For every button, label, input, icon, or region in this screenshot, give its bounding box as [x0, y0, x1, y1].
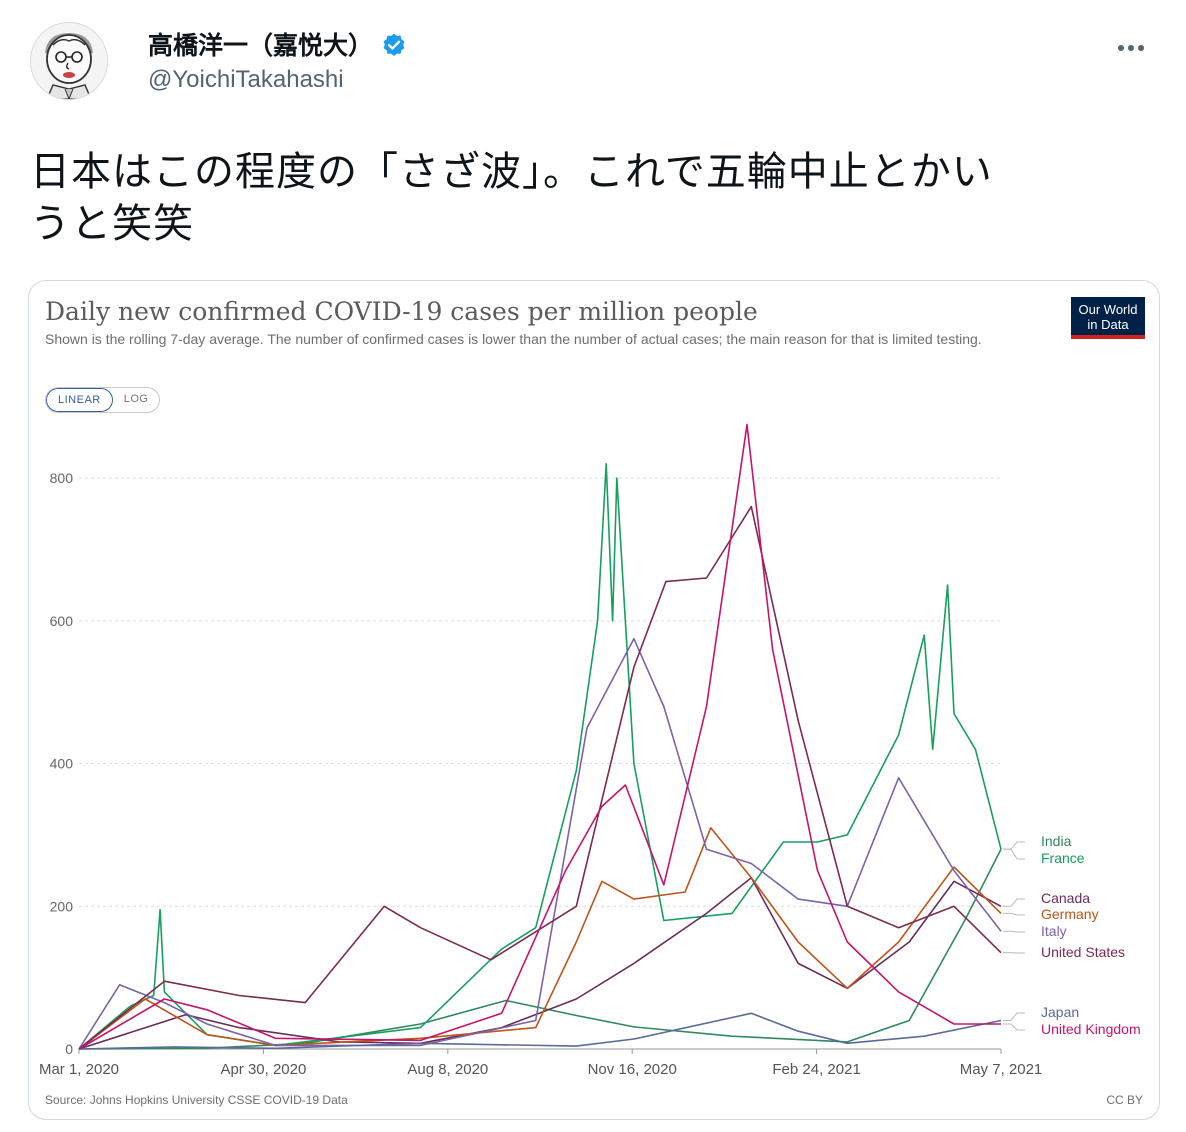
user-handle[interactable]: @YoichiTakahashi: [148, 66, 344, 93]
series-line: [78, 637, 1002, 1050]
legend-connector: [1003, 841, 1025, 850]
x-tick-label: Mar 1, 2020: [39, 1061, 119, 1078]
series-line: [78, 1012, 1002, 1050]
owid-logo: Our World in Data: [1071, 297, 1145, 339]
series-line: [78, 505, 1002, 1050]
series-line: [78, 876, 1002, 1050]
linear-toggle-button[interactable]: LINEAR: [46, 388, 113, 412]
x-tick-label: Aug 8, 2020: [407, 1061, 488, 1078]
legend-label: France: [1041, 850, 1085, 866]
series-line: [78, 423, 1001, 1050]
y-tick-label: 400: [50, 756, 74, 772]
x-tick-label: Nov 16, 2020: [588, 1061, 677, 1078]
series-line: [78, 463, 1002, 1050]
tweet-header: 高橋洋一（嘉悦大） @YoichiTakahashi: [30, 14, 1160, 114]
chart-image-card[interactable]: Daily new confirmed COVID-19 cases per m…: [28, 280, 1160, 1120]
legend-connector: [1003, 930, 1025, 933]
tweet-text-line-1: 日本はこの程度の「さざ波」。これで五輪中止とかい: [30, 149, 993, 195]
legend-label: Canada: [1041, 890, 1090, 906]
display-name[interactable]: 高橋洋一（嘉悦大）: [148, 26, 407, 62]
chart-subtitle: Shown is the rolling 7-day average. The …: [45, 331, 982, 347]
legend-label: India: [1041, 833, 1072, 849]
log-toggle-button[interactable]: LOG: [123, 393, 149, 405]
x-tick-label: May 7, 2021: [960, 1061, 1043, 1078]
legend-connector: [1003, 898, 1025, 907]
line-chart: 0 200 400 600 800 Mar 1, 2020 Apr 30, 2020 Aug …: [39, 423, 1141, 1078]
x-tick-label: Feb 24, 2021: [772, 1061, 860, 1078]
y-tick-label: 0: [65, 1041, 73, 1057]
y-tick-label: 200: [50, 898, 74, 914]
tweet-text: 日本はこの程度の「さざ波」。これで五輪中止とかい うと笑笑: [30, 146, 1150, 250]
x-tick-label: Apr 30, 2020: [220, 1061, 306, 1078]
logo-line-1: Our World: [1078, 302, 1138, 317]
legend-label: United Kingdom: [1041, 1021, 1141, 1037]
caricature-avatar: [31, 23, 107, 99]
more-options-icon[interactable]: [1118, 36, 1152, 51]
scale-toggle: LINEAR LOG: [45, 387, 161, 413]
legend-connector: [1003, 1023, 1025, 1031]
logo-line-2: in Data: [1087, 317, 1129, 332]
display-name-text[interactable]: 高橋洋一（嘉悦大）: [148, 31, 374, 60]
chart-title: Daily new confirmed COVID-19 cases per m…: [45, 297, 758, 326]
verified-badge-icon: [383, 33, 405, 56]
y-tick-label: 800: [50, 470, 74, 486]
tweet-text-line-2: うと笑笑: [30, 201, 194, 247]
legend-label: Italy: [1041, 923, 1067, 939]
series-line: [78, 826, 1002, 1050]
legend-label: Japan: [1041, 1004, 1079, 1020]
y-tick-label: 600: [50, 613, 74, 629]
chart-source: Source: Johns Hopkins University CSSE CO…: [45, 1093, 348, 1107]
legend-connector: [1003, 1012, 1025, 1021]
legend-connector: [1003, 848, 1025, 860]
license-label: CC BY: [1106, 1093, 1143, 1107]
avatar[interactable]: [30, 22, 108, 100]
legend-connector: [1003, 912, 1025, 916]
legend-label: Germany: [1041, 906, 1099, 922]
legend-label: United States: [1041, 944, 1125, 960]
